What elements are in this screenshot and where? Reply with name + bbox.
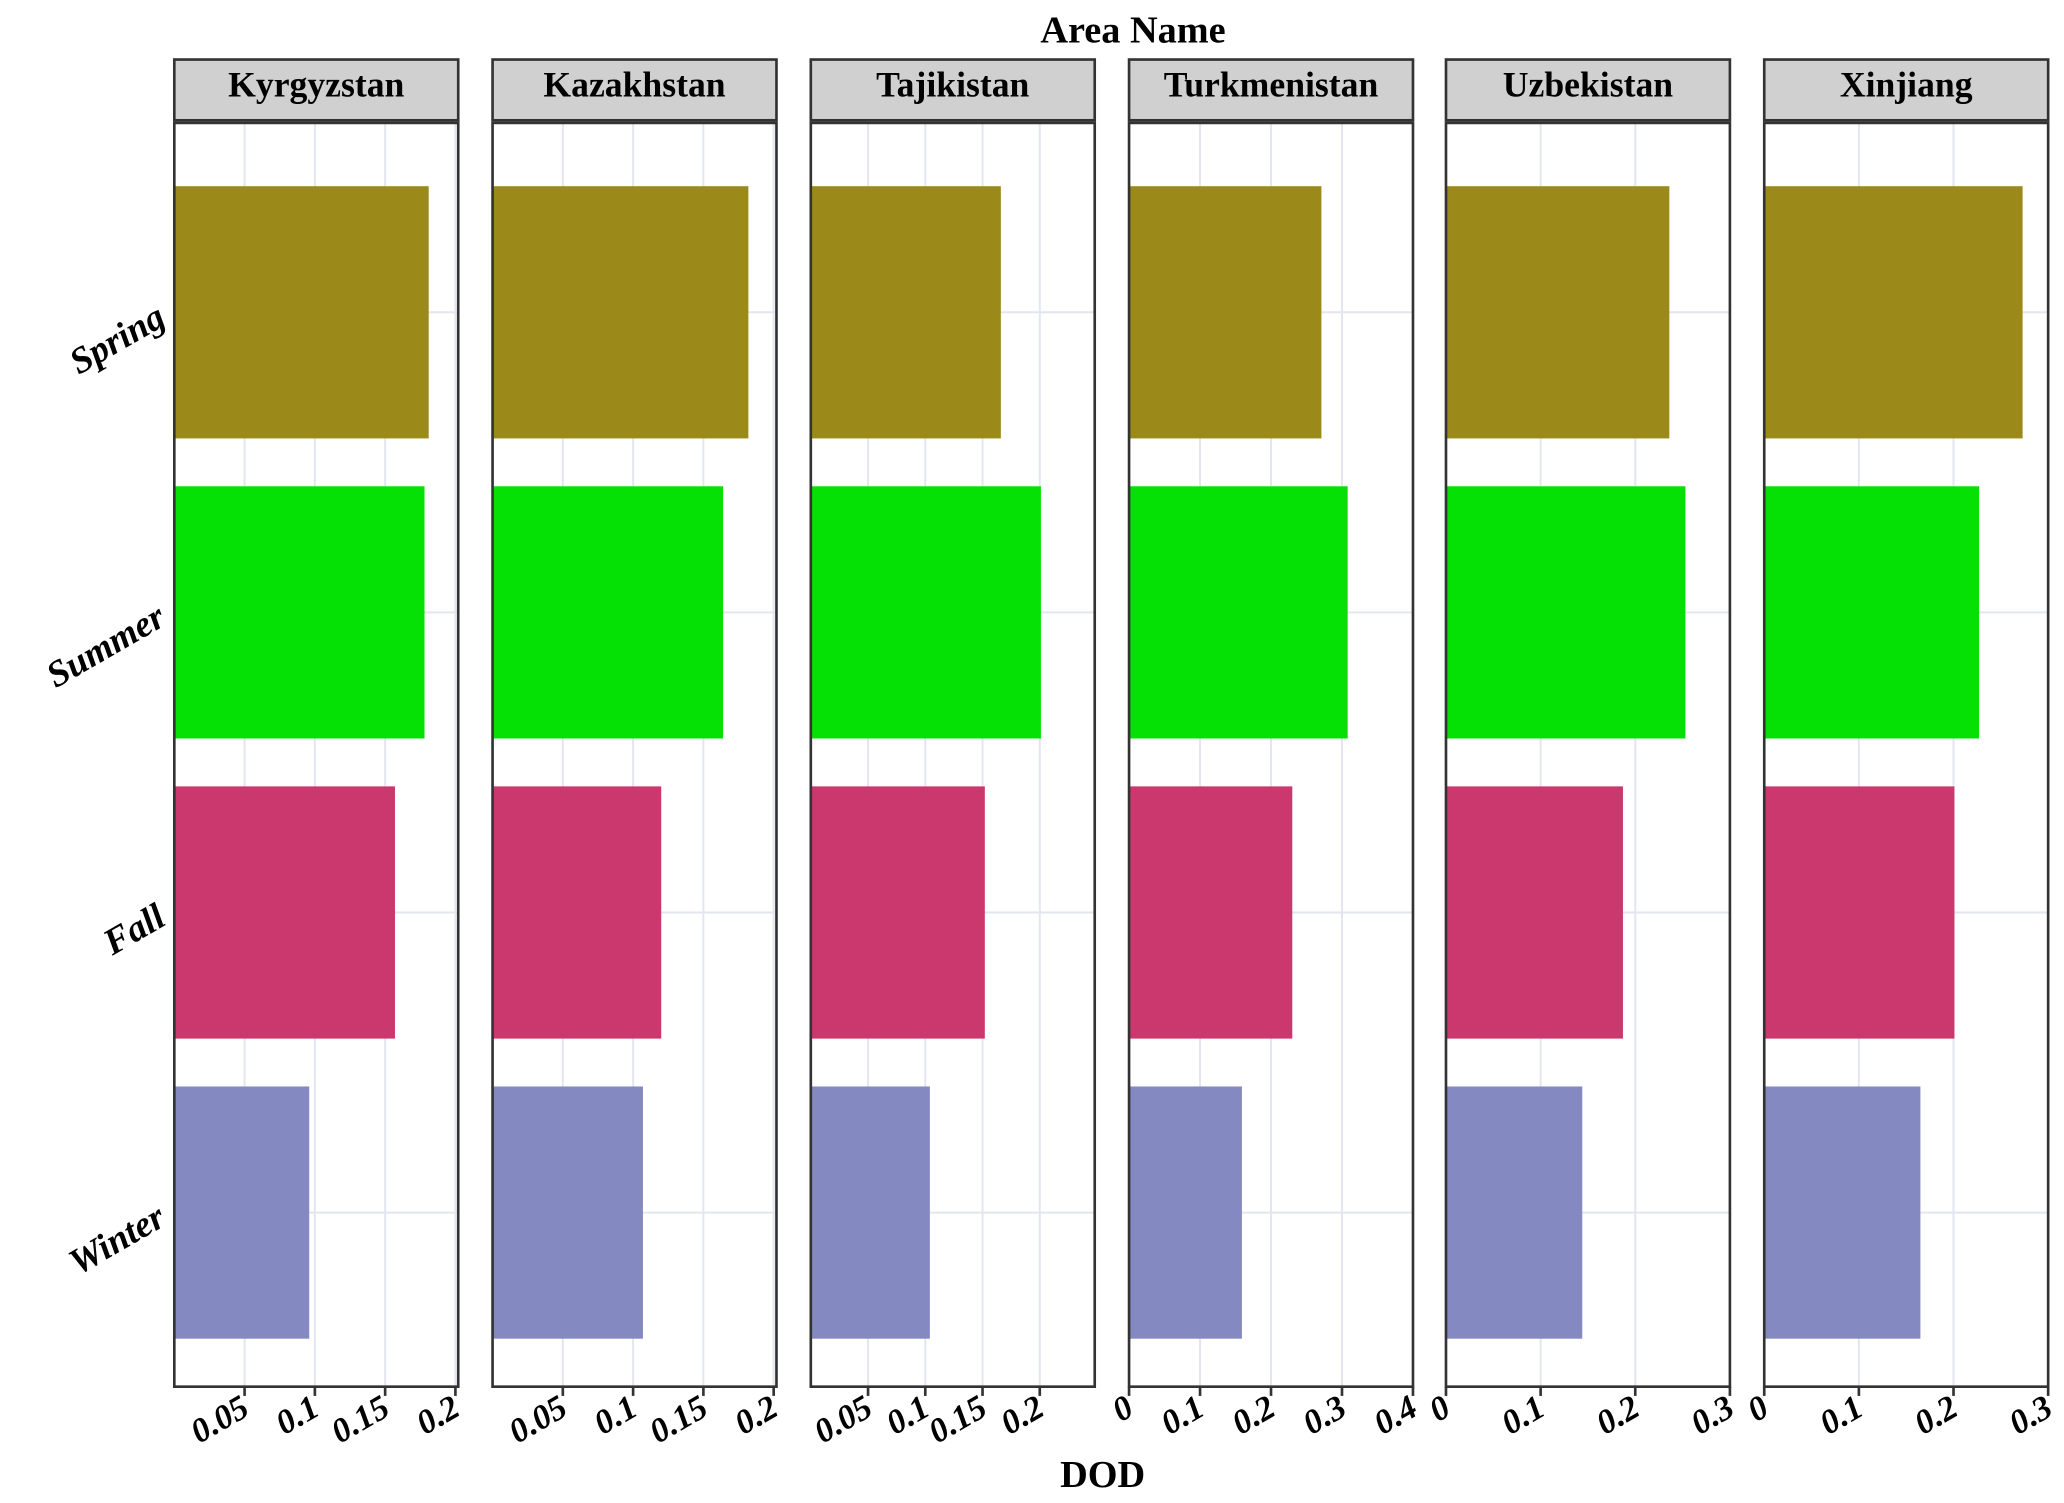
panel-title: Tajikistan (876, 65, 1029, 105)
x-tick-label: 0.1 (588, 1388, 644, 1442)
strip (1127, 58, 1415, 122)
category-label: Fall (95, 895, 172, 963)
category-label: Spring (62, 295, 171, 382)
x-tick-label: 0.2 (1590, 1388, 1646, 1442)
strip (809, 58, 1097, 122)
bar (810, 786, 985, 1039)
x-tick-label: 0 (1741, 1388, 1775, 1429)
x-tick-label: 0 (1106, 1388, 1140, 1429)
bar (1764, 486, 1980, 739)
bar (1129, 1086, 1242, 1339)
x-tick-label: 0 (1423, 1388, 1457, 1429)
panel-border (1444, 121, 1732, 1388)
bar (1764, 186, 2023, 439)
bar (810, 1086, 930, 1339)
category-label: Winter (62, 1195, 173, 1283)
x-tick-label: 0.05 (184, 1388, 255, 1451)
bar (1764, 786, 1955, 1039)
bar (1445, 1086, 1583, 1339)
panel-title: Turkmenistan (1164, 65, 1379, 105)
panel-title: Xinjiang (1840, 65, 1973, 105)
bar (492, 1086, 643, 1339)
x-axis-label: DOD (1060, 1454, 1145, 1496)
bar (1445, 486, 1686, 739)
bar (1445, 786, 1623, 1039)
strip (491, 58, 778, 122)
x-tick-label: 0.1 (1154, 1388, 1210, 1442)
panel-border (172, 121, 460, 1388)
x-tick-label: 0.3 (1296, 1388, 1352, 1442)
x-tick-label: 0.05 (502, 1388, 573, 1451)
x-tick-label: 0.1 (1813, 1388, 1869, 1442)
bar (1129, 786, 1293, 1039)
bar (492, 486, 724, 739)
bar (1129, 186, 1322, 439)
x-tick-label: 0.2 (728, 1388, 784, 1442)
panel-border (1762, 121, 2050, 1388)
x-tick-label: 0.2 (1225, 1388, 1281, 1442)
bar (810, 186, 1001, 439)
bar (174, 486, 425, 739)
bar (492, 786, 662, 1039)
x-tick-label: 0.1 (1495, 1388, 1551, 1442)
x-tick-label: 0.2 (410, 1388, 466, 1442)
panel-border (491, 121, 778, 1388)
bar (174, 786, 395, 1039)
panel-title: Kyrgyzstan (228, 65, 404, 105)
x-tick-label: 0.3 (1684, 1388, 1740, 1442)
x-tick-label: 0.15 (643, 1388, 714, 1451)
bar (1445, 186, 1670, 439)
strip (172, 58, 460, 122)
panel-border (809, 121, 1097, 1388)
x-tick-label: 0.1 (269, 1388, 325, 1442)
panel-title: Kazakhstan (543, 65, 725, 105)
bar (810, 486, 1041, 739)
x-tick-label: 0.4 (1367, 1388, 1423, 1442)
bar (1129, 486, 1348, 739)
panel-title: Uzbekistan (1503, 65, 1673, 105)
bar (1764, 1086, 1921, 1339)
bar (492, 186, 749, 439)
strip (1444, 58, 1732, 122)
bar (174, 186, 429, 439)
x-tick-label: 0.15 (922, 1388, 993, 1451)
x-tick-label: 0.15 (325, 1388, 396, 1451)
x-tick-label: 0.3 (2003, 1388, 2059, 1442)
category-label: Summer (39, 595, 172, 696)
chart-title: Area Name (1040, 9, 1225, 51)
bar (174, 1086, 310, 1339)
x-tick-label: 0.05 (808, 1388, 879, 1451)
strip (1762, 58, 2050, 122)
x-tick-label: 0.2 (994, 1388, 1050, 1442)
x-tick-label: 0.2 (1908, 1388, 1964, 1442)
